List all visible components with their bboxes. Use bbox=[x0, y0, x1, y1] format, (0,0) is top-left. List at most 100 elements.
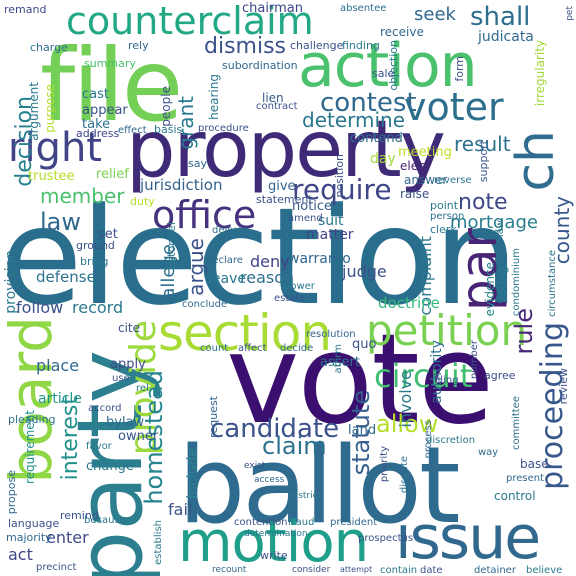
word: vote bbox=[226, 308, 494, 452]
word: doctrine bbox=[378, 294, 440, 312]
word: relief bbox=[96, 167, 129, 182]
word: elect bbox=[400, 159, 430, 173]
word: determination bbox=[244, 529, 308, 539]
word: propose bbox=[5, 470, 18, 515]
word: priority bbox=[379, 446, 390, 483]
word: decide bbox=[280, 343, 314, 354]
word: effect bbox=[118, 125, 147, 136]
word: cite bbox=[118, 321, 141, 335]
word: number bbox=[469, 340, 480, 380]
word: president bbox=[330, 517, 378, 528]
word: result bbox=[454, 132, 511, 156]
word: mortgage bbox=[450, 212, 538, 233]
word: bylaw bbox=[106, 415, 145, 430]
word: file bbox=[40, 27, 183, 144]
word: determine bbox=[302, 108, 406, 132]
word: rel bbox=[136, 383, 149, 394]
word: section bbox=[158, 304, 332, 362]
word: access bbox=[254, 475, 285, 485]
word: enter bbox=[46, 528, 89, 547]
word: fraud bbox=[288, 517, 315, 528]
word: district bbox=[290, 491, 322, 501]
word: objection bbox=[387, 40, 400, 91]
word: record bbox=[72, 298, 124, 317]
word: count bbox=[200, 343, 229, 354]
word: form bbox=[453, 56, 466, 82]
word: member bbox=[40, 184, 125, 208]
word: chairman bbox=[242, 1, 303, 16]
word: use bbox=[112, 373, 130, 384]
word: finding bbox=[342, 39, 380, 52]
word: support bbox=[477, 140, 490, 183]
word: matter bbox=[306, 227, 354, 243]
word: rely bbox=[128, 39, 149, 52]
word: contain bbox=[380, 565, 418, 576]
word: reverse bbox=[434, 175, 472, 186]
word: absentee bbox=[340, 3, 387, 14]
word: control bbox=[494, 489, 536, 503]
word: dispute bbox=[399, 456, 410, 494]
word: give bbox=[268, 179, 296, 194]
word: position bbox=[333, 154, 346, 198]
word: judicata bbox=[478, 29, 534, 45]
word: prospectus bbox=[358, 533, 414, 544]
word: voter bbox=[404, 85, 504, 129]
word: hearing bbox=[207, 74, 221, 120]
word: subordination bbox=[222, 59, 298, 72]
word: trustee bbox=[28, 169, 75, 184]
word: estoppel bbox=[165, 222, 178, 270]
word: statement bbox=[256, 193, 313, 206]
word: ground bbox=[76, 239, 115, 252]
word: argument bbox=[27, 82, 41, 141]
word: pet bbox=[565, 6, 575, 21]
word: place bbox=[36, 356, 80, 375]
word: judge bbox=[342, 262, 387, 281]
word: review bbox=[557, 368, 570, 405]
word: reason bbox=[240, 268, 295, 287]
word: office bbox=[152, 193, 257, 237]
word: voting bbox=[495, 266, 509, 304]
word: detainer bbox=[474, 565, 516, 576]
word: because bbox=[84, 515, 126, 526]
word: procedure bbox=[198, 123, 249, 134]
word: owner bbox=[118, 429, 159, 444]
word: date bbox=[420, 565, 443, 576]
word: issue bbox=[395, 503, 541, 573]
word: agree bbox=[484, 369, 516, 382]
word: take bbox=[82, 117, 111, 132]
word: affirm bbox=[333, 344, 344, 374]
word: lien bbox=[262, 91, 284, 105]
word: believe bbox=[526, 565, 563, 576]
word: motion bbox=[178, 510, 369, 575]
word: circuit bbox=[374, 357, 473, 395]
word: property bbox=[126, 105, 446, 195]
word: majority bbox=[6, 531, 52, 544]
word: remand bbox=[4, 3, 47, 16]
word: petition bbox=[366, 306, 528, 355]
word: argue bbox=[184, 238, 208, 296]
word: power bbox=[284, 281, 315, 292]
word: bring bbox=[80, 255, 109, 268]
word: cast bbox=[82, 87, 109, 102]
word: deliver bbox=[212, 225, 247, 236]
word: shall bbox=[470, 2, 531, 32]
word: clerk bbox=[430, 223, 457, 236]
word: person bbox=[430, 211, 465, 222]
word: contention bbox=[234, 517, 288, 528]
word: remind bbox=[60, 509, 99, 522]
word: purpose bbox=[43, 84, 57, 133]
word: involve bbox=[396, 370, 415, 428]
word: authority bbox=[429, 340, 445, 404]
word: assert bbox=[320, 355, 360, 370]
word: write bbox=[260, 549, 288, 562]
word: law bbox=[495, 220, 506, 238]
word: exist bbox=[244, 461, 266, 471]
word: include bbox=[185, 448, 201, 499]
word: act bbox=[8, 545, 33, 564]
word: ballot bbox=[178, 424, 461, 547]
word: duty bbox=[130, 195, 155, 208]
word: jurisdiction bbox=[140, 176, 223, 194]
word: attempt bbox=[340, 565, 373, 574]
word: fail bbox=[168, 500, 193, 519]
